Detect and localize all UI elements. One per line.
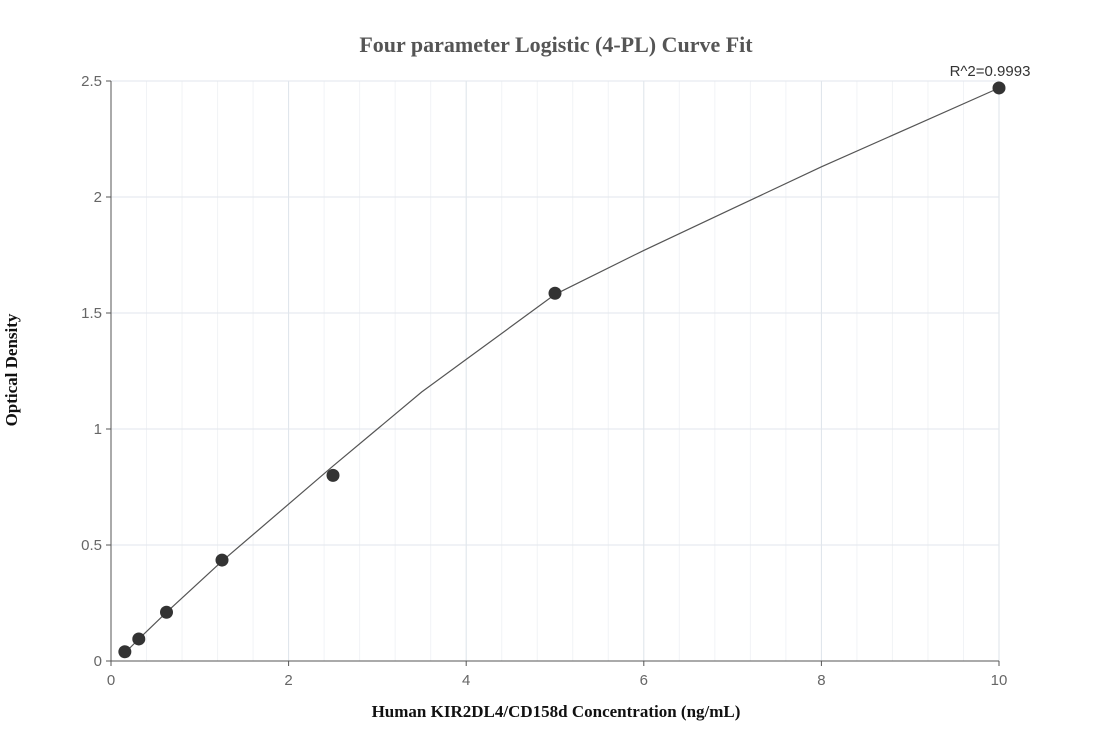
tick-labels: 0 2 4 6 8 10 0 0.5 1 1.5 2 2.5 xyxy=(81,73,1007,689)
axes xyxy=(106,80,1000,666)
x-tick-label: 0 xyxy=(107,672,115,689)
data-point xyxy=(132,632,146,646)
y-tick-label: 0 xyxy=(94,653,102,670)
y-tick-label: 1.5 xyxy=(81,305,102,322)
x-tick-label: 6 xyxy=(640,672,648,689)
y-axis-label: Optical Density xyxy=(2,313,21,426)
data-points xyxy=(118,81,1006,659)
y-tick-label: 2.5 xyxy=(81,73,102,90)
x-tick-label: 10 xyxy=(991,672,1008,689)
r-squared-annotation: R^2=0.9993 xyxy=(950,63,1031,80)
x-tick-label: 8 xyxy=(817,672,825,689)
data-point xyxy=(548,286,562,300)
y-tick-label: 0.5 xyxy=(81,537,102,554)
grid xyxy=(111,80,1000,661)
fit-curve xyxy=(124,87,1000,654)
x-tick-label: 4 xyxy=(462,672,470,689)
data-point xyxy=(160,605,173,619)
data-point xyxy=(992,81,1006,95)
chart-title: Four parameter Logistic (4-PL) Curve Fit xyxy=(359,32,753,57)
y-tick-label: 1 xyxy=(94,421,102,438)
data-point xyxy=(326,468,340,482)
data-point xyxy=(118,645,132,659)
x-tick-label: 2 xyxy=(284,672,292,689)
y-tick-label: 2 xyxy=(94,189,102,206)
fit-curve-group xyxy=(124,87,1000,654)
x-axis-label: Human KIR2DL4/CD158d Concentration (ng/m… xyxy=(372,702,741,721)
data-point xyxy=(215,553,229,567)
